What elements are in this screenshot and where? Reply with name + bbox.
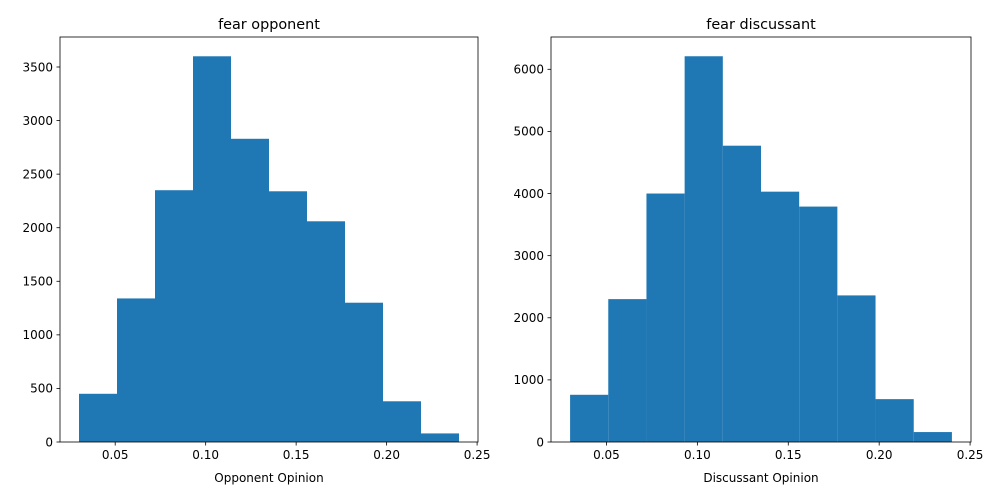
histogram-bar bbox=[837, 295, 876, 442]
histogram-bar bbox=[155, 190, 193, 442]
x-tick-label: 0.05 bbox=[593, 448, 620, 462]
histogram-bar bbox=[193, 56, 231, 443]
histogram-bar bbox=[684, 56, 723, 442]
histogram-bar bbox=[761, 191, 800, 442]
chart-fear-discussant: fear discussant 0.05 0.10 0.15 0.20 0.25 0 10… bbox=[513, 17, 983, 485]
histogram-bar bbox=[722, 145, 761, 443]
histogram-bar bbox=[79, 393, 117, 442]
y-tick-label: 6000 bbox=[513, 63, 544, 77]
y-tick-label: 2500 bbox=[22, 167, 53, 181]
y-tick-label: 3500 bbox=[22, 60, 53, 74]
histogram-bar bbox=[570, 394, 609, 442]
x-tick-label: 0.25 bbox=[464, 448, 491, 462]
x-tick-label: 0.20 bbox=[866, 448, 893, 462]
x-tick-label: 0.05 bbox=[102, 448, 129, 462]
y-tick-label: 1000 bbox=[22, 328, 53, 342]
y-ticks: 0 500 1000 1500 2000 2500 3000 3500 bbox=[22, 60, 60, 449]
histogram-bar bbox=[117, 298, 155, 442]
x-tick-label: 0.10 bbox=[192, 448, 219, 462]
y-tick-label: 4000 bbox=[513, 187, 544, 201]
chart-title: fear discussant bbox=[706, 17, 816, 33]
chart-title: fear opponent bbox=[218, 17, 320, 33]
x-ticks: 0.05 0.10 0.15 0.20 0.25 bbox=[102, 442, 491, 462]
y-tick-label: 0 bbox=[536, 435, 544, 449]
x-tick-label: 0.15 bbox=[283, 448, 310, 462]
histogram-bar bbox=[799, 206, 838, 442]
histogram-bar bbox=[345, 302, 383, 442]
y-tick-label: 2000 bbox=[513, 311, 544, 325]
y-tick-label: 2000 bbox=[22, 221, 53, 235]
x-tick-label: 0.20 bbox=[373, 448, 400, 462]
x-tick-label: 0.15 bbox=[775, 448, 802, 462]
histogram-bar bbox=[231, 138, 269, 443]
histogram-bar bbox=[913, 432, 952, 442]
histogram-bar bbox=[646, 193, 685, 442]
histogram-bar bbox=[307, 221, 345, 442]
axes-frame bbox=[550, 36, 972, 443]
y-ticks: 0 1000 2000 3000 4000 5000 6000 bbox=[513, 63, 551, 449]
y-tick-label: 0 bbox=[45, 435, 53, 449]
chart-fear-opponent: fear opponent 0.05 0.10 0.15 0.20 0.25 0 500 1… bbox=[22, 17, 490, 485]
x-ticks: 0.05 0.10 0.15 0.20 0.25 bbox=[593, 442, 983, 462]
histogram-bar bbox=[269, 191, 307, 442]
y-tick-label: 500 bbox=[30, 382, 53, 396]
bars bbox=[79, 56, 459, 443]
x-tick-label: 0.25 bbox=[957, 448, 984, 462]
histogram-bar bbox=[608, 299, 647, 442]
x-tick-label: 0.10 bbox=[684, 448, 711, 462]
x-axis-label: Opponent Opinion bbox=[214, 471, 323, 485]
y-tick-label: 1500 bbox=[22, 275, 53, 289]
histogram-bar bbox=[875, 399, 914, 442]
histogram-bar bbox=[421, 433, 459, 442]
x-axis-label: Discussant Opinion bbox=[703, 471, 818, 485]
y-tick-label: 3000 bbox=[22, 114, 53, 128]
histogram-bar bbox=[383, 401, 421, 442]
y-tick-label: 5000 bbox=[513, 125, 544, 139]
bars bbox=[570, 56, 952, 443]
y-tick-label: 3000 bbox=[513, 249, 544, 263]
axes-frame bbox=[59, 36, 479, 443]
y-tick-label: 1000 bbox=[513, 373, 544, 387]
